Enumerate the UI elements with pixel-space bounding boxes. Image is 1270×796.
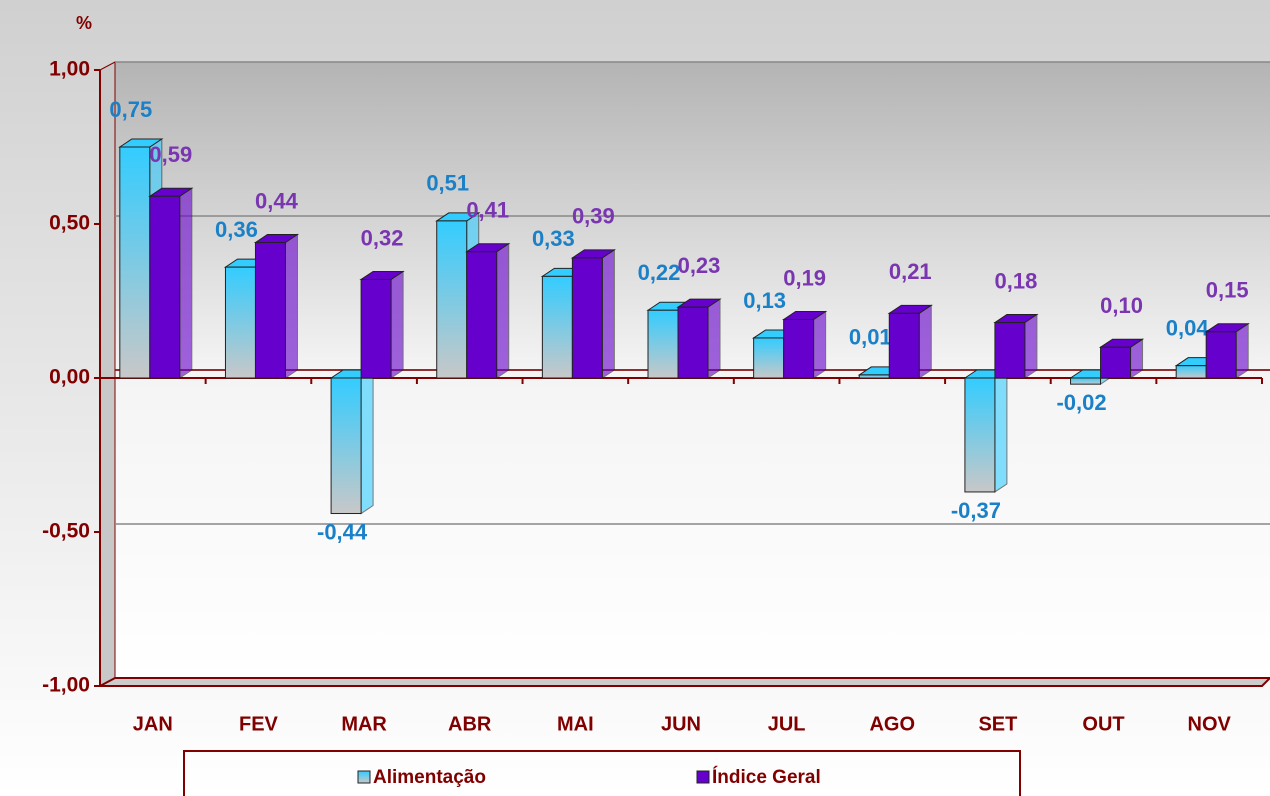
y-tick-label: 1,00 [49,58,90,81]
x-tick-label: MAI [557,713,594,735]
floor [99,677,1270,687]
bar-side [918,304,932,379]
bar [254,241,286,379]
y-tick-label: -1,00 [42,674,90,697]
y-axis-label: % [76,13,92,33]
x-tick-label: FEV [239,713,279,735]
value-label: 0,01 [849,325,892,350]
value-label: 0,75 [109,97,152,122]
value-label: 0,04 [1166,315,1210,340]
side-wall [99,61,116,687]
x-tick-label: JUN [661,713,701,735]
value-label: 0,59 [149,142,192,167]
bar [647,309,679,379]
bar [1205,331,1237,379]
bar-side [284,233,298,379]
value-label: 0,51 [426,171,469,196]
bar-side [707,298,721,379]
value-label: 0,41 [466,198,509,223]
bar-side [179,187,193,379]
bar [994,322,1026,379]
bar-side [390,270,404,379]
legend [183,750,1021,796]
y-tick-label: 0,50 [49,212,90,235]
bar [330,377,362,515]
bar [224,266,256,379]
legend-label: Índice Geral [712,766,821,788]
legend-label: Alimentação [373,767,486,788]
bar [753,337,785,379]
bar [1070,377,1102,385]
x-tick-label: MAR [341,713,387,735]
value-label: -0,37 [951,498,1001,523]
bar [360,278,392,379]
bar [858,374,890,379]
bar-side [496,242,510,379]
value-label: 0,39 [572,204,615,229]
x-tick-label: JAN [133,713,173,735]
bar-side [813,310,827,379]
x-tick-label: NOV [1188,713,1232,735]
bar-side [360,369,374,515]
value-label: 0,44 [255,188,299,213]
value-label: 0,23 [678,253,721,278]
bar [888,312,920,379]
value-label: 0,13 [743,288,786,313]
value-label: 0,15 [1206,278,1249,303]
bar [677,306,709,379]
bar [1100,346,1132,379]
bar [119,146,151,379]
value-label: 0,21 [889,259,932,284]
x-tick-label: AGO [869,713,915,735]
bar-side [1024,313,1038,379]
bar [436,220,468,379]
value-label: 0,36 [215,217,258,242]
value-label: -0,02 [1056,390,1106,415]
x-tick-label: OUT [1082,713,1124,735]
value-label: -0,44 [317,519,368,544]
x-tick-label: SET [978,713,1017,735]
bar-side [601,248,615,379]
bar [1175,365,1207,379]
value-label: 0,10 [1100,293,1143,318]
y-tick-label: 0,00 [49,366,90,389]
bar [964,377,996,493]
bar-side [994,369,1008,493]
y-tick-label: -0,50 [42,520,90,543]
value-label: 0,22 [638,260,681,285]
x-tick-label: ABR [448,713,492,735]
bar-side [1235,322,1249,379]
x-tick-label: JUL [768,713,806,735]
value-label: 0,32 [361,225,404,250]
value-label: 0,33 [532,226,575,251]
value-label: 0,18 [994,268,1037,293]
bar [571,257,603,379]
bar [783,318,815,379]
bar [466,251,498,379]
bar [149,195,181,379]
value-label: 0,19 [783,265,826,290]
bar [541,275,573,379]
legend-swatch [357,770,371,784]
legend-swatch [696,770,710,784]
